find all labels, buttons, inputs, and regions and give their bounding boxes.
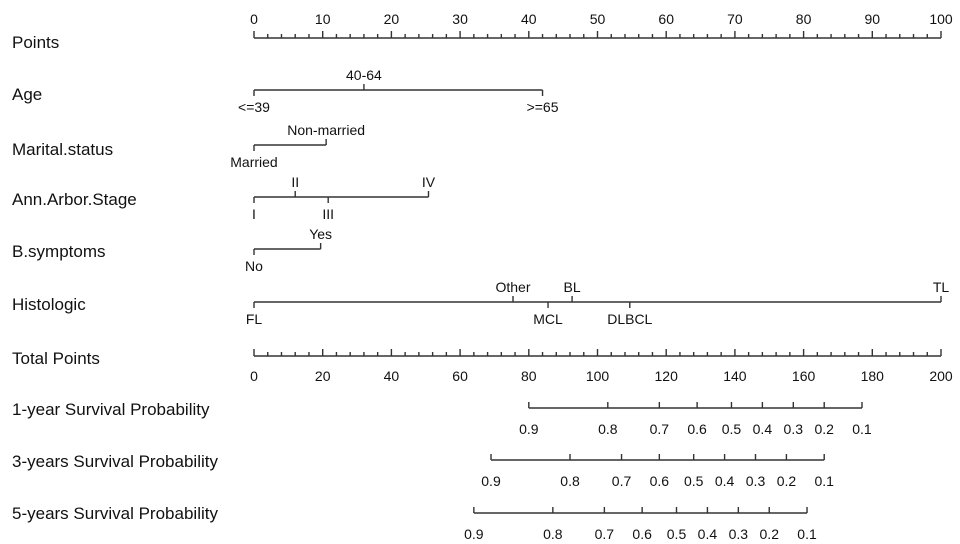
survival-1-tick-label: 0.5	[722, 421, 742, 437]
row-label-ann-arbor-stage: Ann.Arbor.Stage	[12, 190, 137, 209]
histologic-level-label: FL	[246, 311, 263, 327]
total-points-tick-label: 100	[586, 368, 610, 384]
histologic-level-label: TL	[933, 279, 950, 295]
survival-2-tick-label: 0.7	[612, 473, 632, 489]
total-points-tick-label: 40	[384, 368, 400, 384]
survival-1-tick-label: 0.9	[519, 421, 539, 437]
total-points-tick-label: 20	[315, 368, 331, 384]
survival-3-tick-label: 0.2	[760, 526, 780, 542]
row-label-points: Points	[12, 33, 59, 52]
points-tick-label: 100	[929, 11, 953, 27]
survival-1-tick-label: 0.6	[687, 421, 707, 437]
marital-status-level-label: Married	[230, 154, 277, 170]
total-points-tick-label: 160	[792, 368, 816, 384]
total-points-tick-label: 60	[452, 368, 468, 384]
total-points-tick-label: 180	[861, 368, 885, 384]
points-tick-label: 60	[658, 11, 674, 27]
survival-2-tick-label: 0.9	[481, 473, 501, 489]
points-tick-label: 10	[315, 11, 331, 27]
age-level-label: >=65	[527, 99, 559, 115]
age-level-label: 40-64	[346, 67, 382, 83]
points-tick-label: 70	[727, 11, 743, 27]
survival-1-tick-label: 0.8	[598, 421, 618, 437]
row-label-histologic: Histologic	[12, 295, 86, 314]
survival-1-tick-label: 0.3	[784, 421, 804, 437]
survival-2-tick-label: 0.3	[746, 473, 766, 489]
survival-3-tick-label: 0.3	[729, 526, 749, 542]
survival-2-tick-label: 0.2	[777, 473, 797, 489]
b-symptoms-level-label: Yes	[309, 226, 332, 242]
survival-2-tick-label: 0.1	[814, 473, 834, 489]
survival-1-tick-label: 0.7	[650, 421, 670, 437]
histologic-level-label: BL	[564, 279, 581, 295]
survival-3-tick-label: 0.5	[667, 526, 687, 542]
total-points-tick-label: 120	[655, 368, 679, 384]
survival-2-tick-label: 0.6	[650, 473, 670, 489]
survival-3-tick-label: 0.1	[797, 526, 817, 542]
points-tick-label: 50	[590, 11, 606, 27]
total-points-tick-label: 80	[521, 368, 537, 384]
survival-2-tick-label: 0.4	[715, 473, 735, 489]
row-label-survival-2: 3-years Survival Probability	[12, 452, 218, 471]
row-label-b-symptoms: B.symptoms	[12, 242, 106, 261]
survival-3-tick-label: 0.6	[632, 526, 652, 542]
points-tick-label: 80	[796, 11, 812, 27]
b-symptoms-level-label: No	[245, 258, 263, 274]
total-points-tick-label: 140	[723, 368, 747, 384]
survival-2-tick-label: 0.5	[684, 473, 704, 489]
marital-status-level-label: Non-married	[287, 122, 365, 138]
age-level-label: <=39	[238, 99, 270, 115]
survival-3-tick-label: 0.9	[464, 526, 484, 542]
points-tick-label: 40	[521, 11, 537, 27]
row-label-marital-status: Marital.status	[12, 140, 113, 159]
points-tick-label: 30	[452, 11, 468, 27]
survival-1-tick-label: 0.4	[753, 421, 773, 437]
survival-3-tick-label: 0.8	[543, 526, 563, 542]
total-points-tick-label: 0	[250, 368, 258, 384]
points-tick-label: 90	[865, 11, 881, 27]
points-tick-label: 0	[250, 11, 258, 27]
histologic-level-label: DLBCL	[607, 311, 652, 327]
row-label-survival-1: 1-year Survival Probability	[12, 400, 210, 419]
row-label-total-points: Total Points	[12, 349, 100, 368]
histologic-level-label: MCL	[533, 311, 563, 327]
points-tick-label: 20	[384, 11, 400, 27]
ann-arbor-stage-level-label: IV	[422, 174, 436, 190]
survival-1-tick-label: 0.1	[852, 421, 872, 437]
row-label-age: Age	[12, 85, 42, 104]
total-points-tick-label: 200	[929, 368, 953, 384]
survival-2-tick-label: 0.8	[560, 473, 580, 489]
survival-1-tick-label: 0.2	[814, 421, 834, 437]
histologic-level-label: Other	[495, 279, 530, 295]
survival-3-tick-label: 0.7	[595, 526, 615, 542]
ann-arbor-stage-level-label: II	[291, 174, 299, 190]
survival-3-tick-label: 0.4	[698, 526, 718, 542]
ann-arbor-stage-level-label: III	[322, 206, 334, 222]
ann-arbor-stage-level-label: I	[252, 206, 256, 222]
row-label-survival-3: 5-years Survival Probability	[12, 504, 218, 523]
